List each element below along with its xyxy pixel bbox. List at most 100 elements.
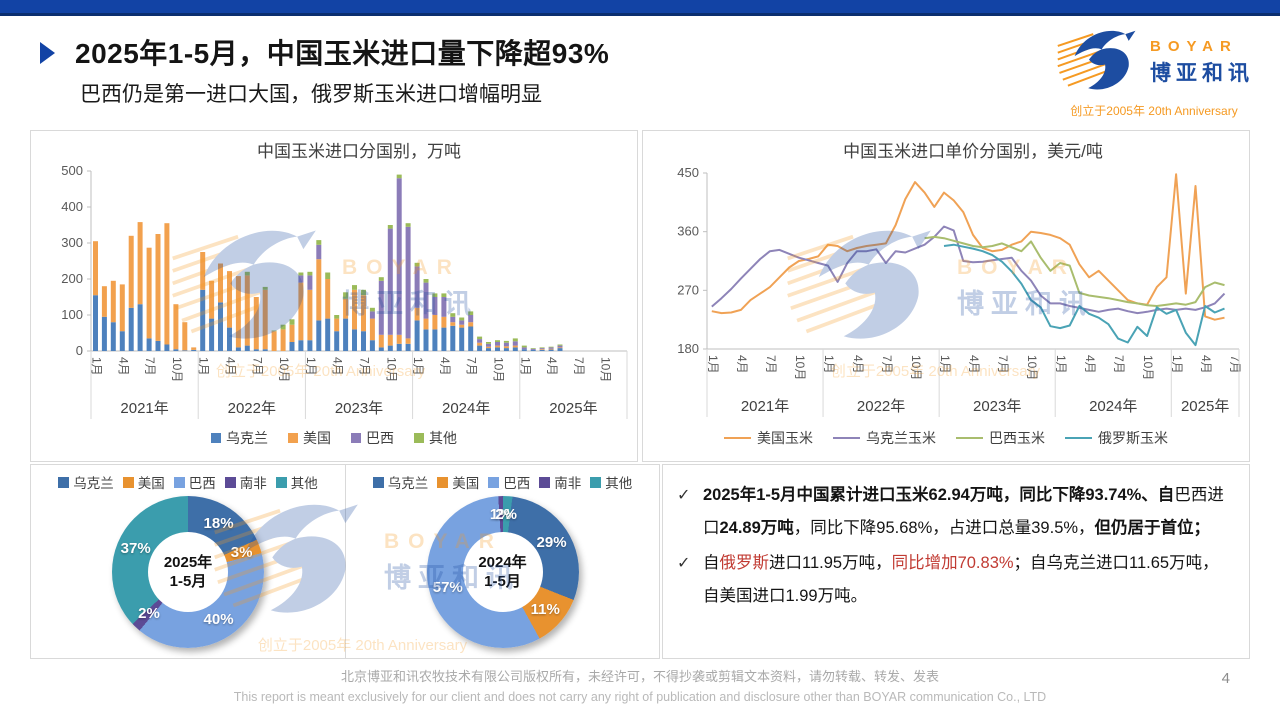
legend-label: 巴西玉米 [989, 430, 1045, 446]
svg-text:1月: 1月 [938, 355, 952, 374]
bar-chart-legend: 乌克兰 美国 巴西 其他 [31, 428, 637, 448]
bar-chart: 中国玉米进口分国别，万吨 0 100 200 300 400 500 1月 4月 7月 10月 1月 4… [31, 131, 637, 426]
bullet-segment: ，同比下降95.68%，占进口总量39.5%， [793, 519, 1095, 537]
svg-text:10月: 10月 [793, 355, 807, 380]
legend-label: 乌克兰 [387, 476, 429, 491]
legend-color-swatch [288, 433, 298, 443]
legend-label: 俄罗斯玉米 [1098, 430, 1168, 446]
legend-color-swatch [590, 476, 602, 488]
header-band [0, 0, 1280, 16]
svg-text:500: 500 [61, 163, 83, 178]
logo-row: BOYAR 博亚和讯 [1054, 24, 1254, 100]
svg-text:10月: 10月 [1141, 355, 1155, 380]
legend-color-swatch [437, 476, 449, 488]
bullet-segment: 同比增加70.83% [891, 554, 1014, 572]
legend-label: 美国 [452, 476, 480, 491]
legend-color-swatch [372, 476, 384, 488]
legend-color-swatch [173, 476, 185, 488]
svg-text:10月: 10月 [492, 357, 506, 382]
legend-color-swatch [122, 476, 134, 488]
legend-item: 巴西 [488, 472, 530, 492]
footer-copyright-cn: 北京博亚和讯农牧技术有限公司版权所有，未经许可，不得抄袭或剪辑文本资料，请勿转载… [340, 669, 939, 684]
svg-text:2022年: 2022年 [228, 400, 276, 417]
svg-text:180: 180 [677, 341, 699, 356]
legend-line-swatch [956, 437, 983, 439]
donut-legend: 乌克兰 美国 巴西 南非 其他 [31, 465, 345, 492]
donut-wrap: 29% 11% 57% 1% 2% 2024年 1-5月 [346, 496, 659, 648]
slice-percent-label: 18% [203, 514, 234, 532]
slice-percent-label: 2% [495, 506, 517, 524]
footer-copyright-en: This report is meant exclusively for our… [233, 690, 1047, 704]
svg-text:1月: 1月 [1170, 355, 1184, 374]
legend-item: 美国 [288, 428, 331, 448]
slice-percent-label: 40% [203, 611, 234, 629]
svg-text:1月: 1月 [304, 357, 318, 376]
donut-center-label: 2025年 1-5月 [148, 532, 228, 612]
svg-text:450: 450 [677, 165, 699, 180]
svg-text:2025年: 2025年 [1181, 398, 1229, 415]
svg-text:4月: 4月 [438, 357, 452, 376]
svg-text:4月: 4月 [967, 355, 981, 374]
legend-item: 巴西 [173, 472, 216, 492]
svg-text:10月: 10月 [599, 357, 613, 382]
svg-text:10月: 10月 [384, 357, 398, 382]
legend-item: 乌克兰 [372, 472, 429, 492]
svg-text:7月: 7月 [465, 357, 479, 376]
legend-color-swatch [539, 476, 551, 488]
slice-percent-label: 1% [489, 506, 512, 524]
legend-item: 乌克兰 [58, 472, 114, 492]
legend-label: 乌克兰 [226, 430, 268, 446]
legend-line-swatch [1065, 437, 1092, 439]
analysis-bullet: ✓ 自俄罗斯进口11.95万吨，同比增加70.83%；自乌克兰进口11.65万吨，… [677, 547, 1231, 613]
donut-center-line: 1-5月 [484, 573, 521, 590]
svg-text:中国玉米进口单价分国别，美元/吨: 中国玉米进口单价分国别，美元/吨 [843, 142, 1103, 161]
donut-center-label: 2024年 1-5月 [462, 532, 543, 612]
legend-color-swatch [351, 433, 361, 443]
svg-text:4月: 4月 [735, 355, 749, 374]
legend-label: 巴西 [188, 476, 216, 491]
svg-text:1月: 1月 [518, 357, 532, 376]
legend-item: 美国玉米 [724, 428, 813, 448]
svg-text:2021年: 2021年 [741, 398, 789, 415]
bullet-segment: 俄罗斯 [719, 554, 770, 572]
donut-2024-panel: 乌克兰 美国 巴西 南非 其他 29% 11% 57% 1% 2% 2024年 1-5月 [345, 464, 660, 659]
donut-chart: 18% 3% 40% 2% 37% 2025年 1-5月 [112, 496, 264, 648]
page-title: 2025年1-5月，中国玉米进口量下降超93% [75, 38, 610, 69]
svg-text:7月: 7月 [996, 355, 1010, 374]
svg-text:4月: 4月 [1199, 355, 1213, 374]
svg-text:1月: 1月 [411, 357, 425, 376]
svg-text:7月: 7月 [250, 357, 264, 376]
svg-text:7月: 7月 [1228, 355, 1242, 374]
svg-text:100: 100 [61, 307, 83, 322]
bar-chart-panel: 中国玉米进口分国别，万吨 0 100 200 300 400 500 1月 4月 7月 10月 1月 4… [30, 130, 638, 462]
legend-label: 美国 [137, 476, 165, 491]
legend-label: 乌克兰 [73, 476, 114, 491]
svg-text:360: 360 [677, 224, 699, 239]
svg-text:2025年: 2025年 [549, 400, 597, 417]
svg-text:1月: 1月 [197, 357, 211, 376]
legend-color-swatch [488, 476, 500, 488]
legend-item: 乌克兰 [211, 428, 268, 448]
bullet-segment: 进口11.95万吨， [769, 554, 892, 572]
title-arrow-icon [40, 42, 55, 64]
legend-item: 其他 [590, 472, 632, 492]
legend-color-swatch [414, 433, 424, 443]
donut-center-line: 1-5月 [169, 573, 207, 590]
svg-text:2021年: 2021年 [120, 400, 168, 417]
slice-percent-label: 37% [120, 540, 151, 558]
svg-text:4月: 4月 [851, 355, 865, 374]
donut-center-line: 2024年 [478, 553, 527, 571]
slice-percent-label: 57% [432, 578, 463, 596]
bullet-text: 2025年1-5月中国累计进口玉米62.94万吨，同比下降93.74%、自巴西进… [703, 479, 1231, 545]
svg-text:2023年: 2023年 [973, 398, 1021, 415]
legend-label: 美国 [303, 430, 331, 446]
svg-text:4月: 4月 [116, 357, 130, 376]
page-subtitle: 巴西仍是第一进口大国，俄罗斯玉米进口增幅明显 [80, 83, 542, 106]
bullet-segment: 巴西进口 [703, 486, 1224, 537]
line-chart-panel: 中国玉米进口单价分国别，美元/吨 180 270 360 450 1月 4月 7月 10月 1月 4… [642, 130, 1250, 462]
svg-text:300: 300 [61, 235, 83, 250]
svg-text:2024年: 2024年 [1089, 398, 1137, 415]
svg-text:中国玉米进口分国别，万吨: 中国玉米进口分国别，万吨 [257, 142, 461, 161]
legend-item: 其他 [414, 428, 457, 448]
